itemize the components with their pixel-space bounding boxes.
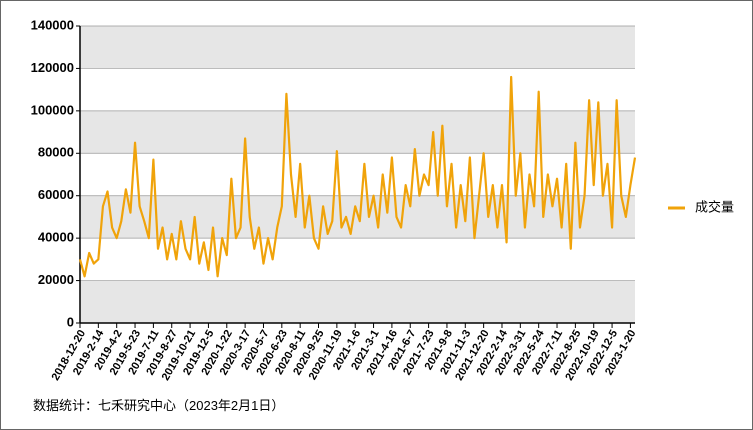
y-tick-label: 0: [67, 314, 74, 329]
y-tick-label: 80000: [38, 145, 74, 160]
y-tick-label: 100000: [31, 102, 74, 117]
data-line: [78, 75, 637, 278]
legend-label: 成交量: [695, 199, 734, 214]
grid-band: [80, 110, 635, 154]
source-note: 数据统计：七禾研究中心（2023年2月1日）: [33, 398, 284, 413]
grid-band: [80, 26, 635, 69]
y-tick-label: 120000: [31, 60, 74, 75]
y-tick-label: 140000: [31, 17, 74, 32]
y-tick-label: 20000: [38, 272, 74, 287]
y-tick-label: 40000: [38, 230, 74, 245]
y-tick-label: 60000: [38, 187, 74, 202]
grid-band: [80, 280, 635, 323]
